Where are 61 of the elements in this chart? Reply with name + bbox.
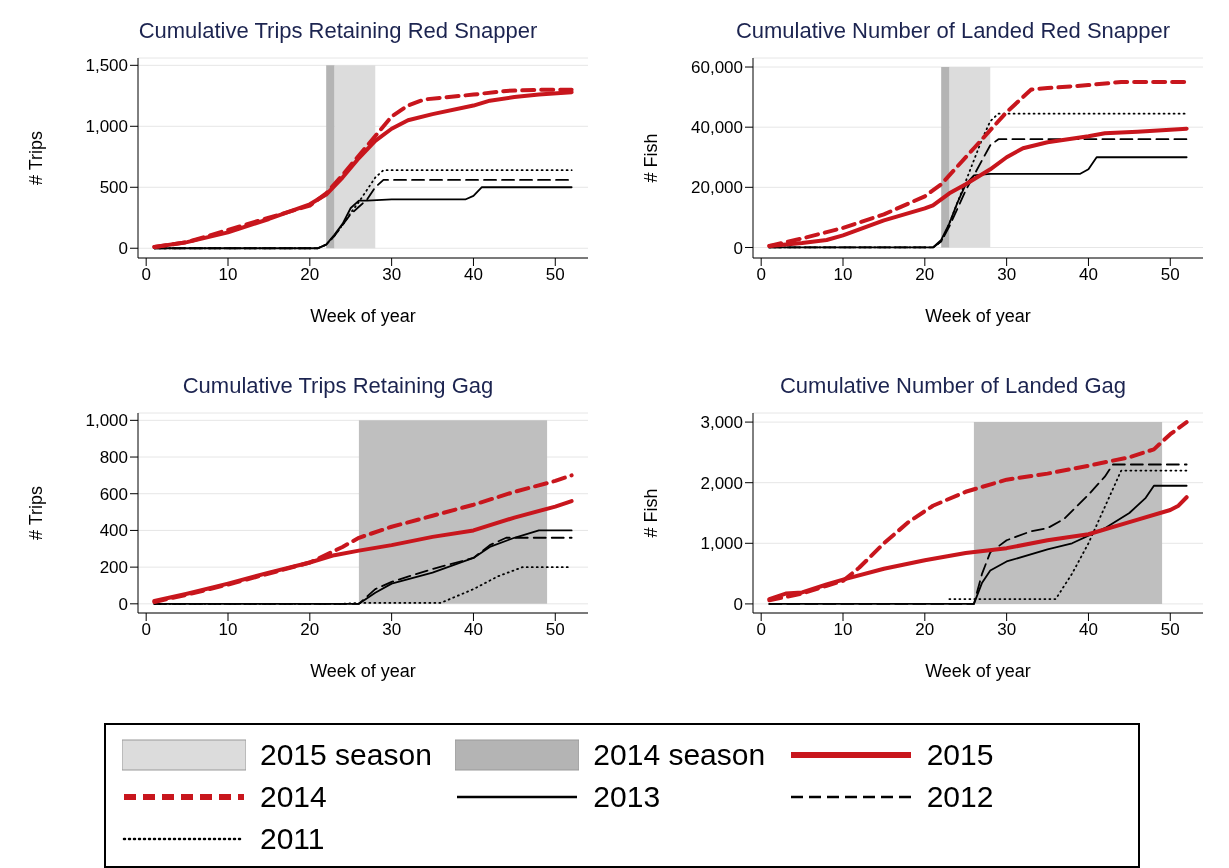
y-tick-label: 1,000: [85, 411, 128, 431]
y-tick-label: 0: [118, 239, 128, 259]
x-tick-label: 40: [463, 265, 483, 285]
x-axis-title: Week of year: [925, 661, 1031, 681]
legend-label: 2014: [260, 780, 327, 814]
y-axis-title: # Fish: [641, 488, 662, 538]
y-tick-label: 0: [733, 594, 743, 614]
y-tick-label: 1,000: [700, 534, 743, 554]
y-axis-title: # Trips: [26, 130, 47, 186]
x-tick-label: 20: [300, 265, 320, 285]
x-tick-label: 20: [915, 620, 935, 640]
y-axis-title: # Fish: [641, 133, 662, 183]
x-tick-label: 20: [300, 620, 320, 640]
y-tick-label: 20,000: [691, 178, 743, 198]
y-tick-label: 60,000: [691, 58, 743, 78]
x-tick-label: 0: [756, 265, 766, 285]
x-tick-label: 50: [1160, 265, 1180, 285]
y-tick-label: 2,000: [700, 473, 743, 493]
legend-label: 2013: [593, 780, 661, 814]
x-axis-title: Week of year: [925, 306, 1031, 326]
x-tick-label: 30: [997, 265, 1017, 285]
y-tick-label: 40,000: [691, 118, 743, 138]
y-tick-label: 500: [99, 178, 128, 198]
x-tick-label: 30: [382, 620, 402, 640]
x-tick-label: 40: [463, 620, 483, 640]
x-tick-label: 40: [1078, 265, 1098, 285]
x-tick-label: 20: [915, 265, 935, 285]
legend-label: 2011: [260, 822, 325, 856]
x-tick-label: 50: [545, 265, 565, 285]
y-tick-label: 200: [99, 558, 128, 578]
y-tick-label: 400: [99, 521, 128, 541]
x-tick-label: 0: [141, 620, 151, 640]
x-tick-label: 10: [218, 620, 238, 640]
y-tick-label: 600: [99, 484, 128, 504]
x-tick-label: 10: [218, 265, 238, 285]
y-tick-label: 0: [733, 238, 743, 258]
chart-title: Cumulative Trips Retaining Gag: [181, 373, 495, 399]
legend-label: 2014 season: [593, 738, 766, 772]
legend-label: 2015: [926, 738, 994, 772]
x-axis-title: Week of year: [310, 306, 416, 326]
y-tick-label: 1,500: [85, 56, 128, 76]
y-tick-label: 0: [118, 594, 128, 614]
x-axis-title: Week of year: [310, 661, 416, 681]
legend-label: 2015 season: [260, 738, 432, 772]
legend-label: 2012: [926, 780, 994, 814]
chart-title: Cumulative Trips Retaining Red Snapper: [137, 18, 539, 44]
x-tick-label: 30: [382, 265, 402, 285]
x-tick-label: 40: [1078, 620, 1098, 640]
x-tick-label: 50: [545, 620, 565, 640]
y-tick-label: 800: [99, 448, 128, 468]
y-tick-label: 1,000: [85, 117, 128, 137]
chart-title: Cumulative Number of Landed Red Snapper: [734, 18, 1172, 44]
y-tick-label: 3,000: [700, 413, 743, 433]
x-tick-label: 0: [141, 265, 151, 285]
x-tick-label: 0: [756, 620, 766, 640]
y-axis-title: # Trips: [26, 485, 47, 541]
x-tick-label: 30: [997, 620, 1017, 640]
x-tick-label: 10: [833, 265, 853, 285]
x-tick-label: 10: [833, 620, 853, 640]
x-tick-label: 50: [1160, 620, 1180, 640]
chart-title: Cumulative Number of Landed Gag: [778, 373, 1128, 399]
